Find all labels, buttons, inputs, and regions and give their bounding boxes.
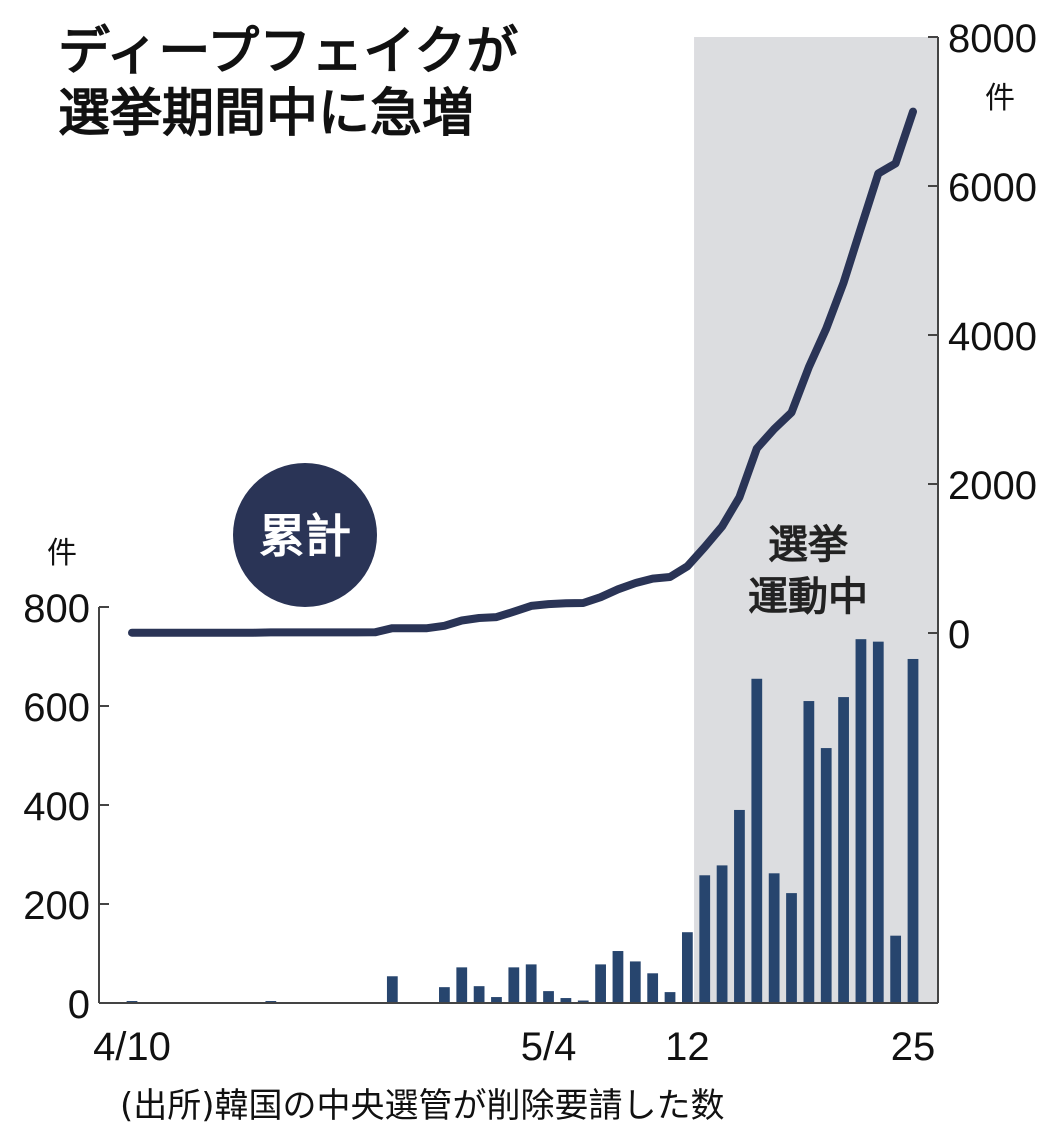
right-tick-label-8000: 8000: [948, 17, 1037, 61]
campaign-period-shade: [694, 37, 938, 1003]
bar-36: [751, 678, 763, 1003]
axes: [98, 36, 939, 1004]
left-axis-unit: 件: [47, 536, 77, 571]
bar-43: [872, 641, 884, 1003]
bar-32: [681, 932, 693, 1003]
x-tick-label-0: 4/10: [93, 1025, 171, 1069]
left-tick-label-800: 800: [23, 587, 90, 631]
bar-21: [491, 997, 502, 1003]
bar-37: [768, 873, 780, 1003]
daily-bars: [126, 639, 919, 1003]
left-tick-label-600: 600: [23, 686, 90, 730]
bar-19: [456, 967, 468, 1003]
bar-22: [508, 967, 520, 1003]
cumulative-badge-label: 累計: [259, 509, 351, 563]
x-tick-label-1: 5/4: [521, 1025, 577, 1069]
chart-title-line1: ディープフェイクが: [58, 22, 519, 82]
bar-26: [577, 1000, 589, 1003]
bar-39: [803, 701, 815, 1003]
bar-31: [664, 992, 676, 1003]
left-tick-label-400: 400: [23, 785, 90, 829]
x-tick-label-3: 25: [891, 1025, 936, 1069]
bar-15: [386, 976, 398, 1003]
bar-23: [525, 964, 537, 1003]
bar-25: [560, 998, 572, 1003]
bar-24: [543, 991, 554, 1003]
cumulative-badge: [233, 463, 377, 607]
bar-28: [612, 951, 624, 1003]
bar-42: [855, 639, 867, 1003]
bar-40: [820, 748, 832, 1003]
left-tick-label-0: 0: [68, 983, 90, 1027]
bar-33: [699, 875, 711, 1003]
bar-34: [716, 865, 728, 1003]
bar-38: [786, 893, 797, 1003]
left-tick-label-200: 200: [23, 884, 90, 928]
chart-title-line2: 選挙期間中に急増: [58, 84, 475, 144]
bar-45: [907, 658, 919, 1003]
bar-44: [890, 935, 902, 1003]
source-note: (出所)韓国の中央選管が削除要請した数: [120, 1086, 725, 1126]
bar-20: [473, 986, 485, 1003]
x-tick-label-2: 12: [665, 1025, 710, 1069]
bar-18: [439, 987, 450, 1003]
campaign-label-line1: 選挙: [768, 522, 848, 568]
campaign-label-line2: 運動中: [748, 574, 868, 620]
right-tick-label-4000: 4000: [948, 315, 1037, 359]
right-tick-label-2000: 2000: [948, 464, 1037, 508]
bar-35: [734, 809, 745, 1003]
bar-29: [629, 961, 641, 1003]
right-tick-label-6000: 6000: [948, 166, 1037, 210]
bar-27: [595, 964, 606, 1003]
right-tick-label-0: 0: [948, 613, 970, 657]
bar-30: [647, 973, 659, 1003]
right-axis-unit: 件: [985, 81, 1015, 116]
cumulative-line: [128, 107, 917, 637]
bar-41: [838, 697, 849, 1003]
